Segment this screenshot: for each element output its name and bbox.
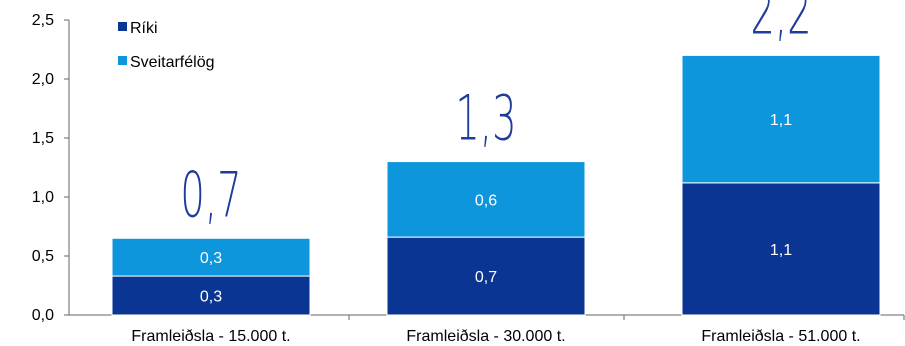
total-label: 1,3 xyxy=(455,83,516,155)
labels: 0,3 0,3 0,7 Framleiðsla - 15.000 t. 0,7 0,6 1,… xyxy=(131,0,860,345)
category-label: Framleiðsla - 30.000 t. xyxy=(406,328,565,345)
category-label: Framleiðsla - 15.000 t. xyxy=(131,328,290,345)
bar-segment-riki xyxy=(681,182,881,316)
total-label: 0,7 xyxy=(180,160,241,232)
data-label: 0,3 xyxy=(200,289,222,306)
bar-segment-riki xyxy=(111,275,311,316)
bar-segment-sveitarfelog xyxy=(386,161,586,238)
legend-label-sveitarfelog: Sveitarfélög xyxy=(130,54,215,71)
legend-swatch-sveitarfelog xyxy=(118,56,127,65)
y-tick-label: 1,5 xyxy=(32,130,54,147)
total-label: 2,2 xyxy=(750,0,811,49)
bar-segment-riki xyxy=(386,236,586,316)
bars xyxy=(111,54,881,316)
data-label: 1,1 xyxy=(770,112,792,129)
y-tick-label: 0,5 xyxy=(32,248,54,265)
legend-swatch-rikie xyxy=(118,22,127,31)
data-label: 0,7 xyxy=(475,269,497,286)
data-label: 1,1 xyxy=(770,242,792,259)
bar-segment-sveitarfelog xyxy=(111,237,311,277)
bar-segment-sveitarfelog xyxy=(681,54,881,184)
y-tick-label: 0,0 xyxy=(32,307,54,324)
data-label: 0,6 xyxy=(475,192,497,209)
category-label: Framleiðsla - 51.000 t. xyxy=(701,328,860,345)
legend-label-riki: Ríki xyxy=(130,20,158,37)
data-label: 0,3 xyxy=(200,250,222,267)
legend: Ríki Sveitarfélög xyxy=(118,20,215,71)
y-tick-label: 1,0 xyxy=(32,189,54,206)
y-tick-label: 2,5 xyxy=(32,12,54,29)
y-tick-label: 2,0 xyxy=(32,71,54,88)
